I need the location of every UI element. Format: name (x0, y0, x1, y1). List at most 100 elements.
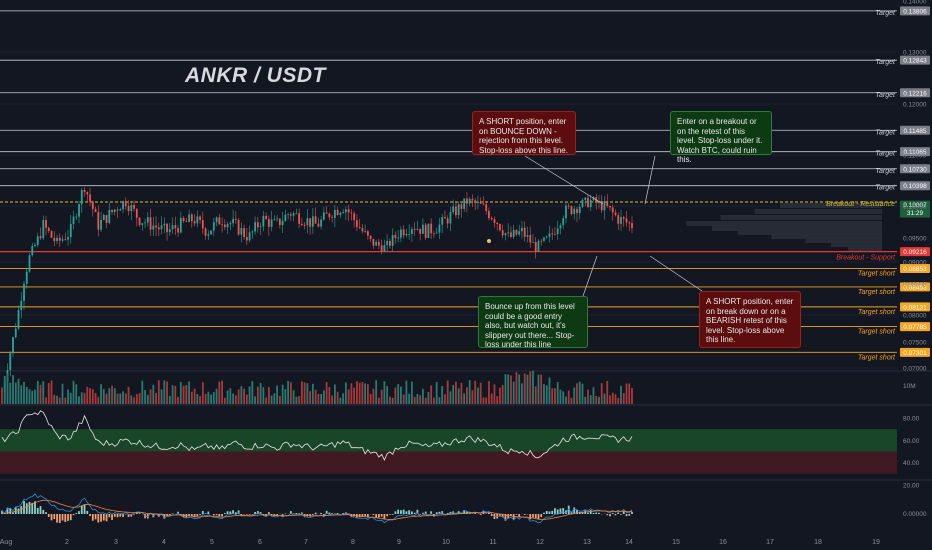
volume-bar (570, 397, 573, 404)
candle-body (413, 229, 416, 230)
macd-hist-bar (14, 507, 17, 514)
macd-hist-bar (31, 502, 34, 514)
volume-bar (166, 381, 168, 404)
macd-hist-bar (394, 511, 397, 514)
volume-bar (576, 383, 578, 404)
candle-body (540, 240, 543, 242)
macd-hist-bar (620, 514, 622, 515)
candle-body (567, 205, 570, 207)
macd-hist-bar (565, 510, 567, 514)
volume-bar (149, 389, 152, 404)
volume-bar (314, 389, 317, 404)
macd-hist-bar (595, 512, 598, 514)
macd-hist-bar (534, 514, 537, 519)
volume-bar (281, 384, 284, 404)
candle-body (157, 227, 160, 230)
candle-body (581, 199, 584, 207)
volume-bar (350, 383, 353, 404)
candle-body (397, 237, 400, 239)
macd-hist-bar (229, 511, 232, 514)
candle-body (28, 255, 31, 272)
candle-body (108, 209, 111, 223)
macd-hist-bar (331, 513, 334, 514)
volume-pane: 10M (1, 370, 916, 404)
volume-bar (146, 394, 149, 404)
macd-hist-bar (1, 510, 3, 514)
candle-body (53, 237, 56, 242)
candle-body (474, 200, 477, 204)
level-label: Target (875, 185, 896, 192)
candle-body (592, 197, 595, 201)
volume-tick-label: 10M (903, 383, 916, 390)
candle-body (463, 198, 466, 209)
macd-hist-bar (457, 511, 460, 514)
volume-bar (394, 387, 397, 404)
candle-body (116, 209, 119, 211)
macd-hist-bar (89, 514, 91, 517)
macd-hist-bar (42, 509, 45, 514)
volume-bar (207, 391, 210, 404)
candle-body (372, 238, 375, 246)
candle-body (620, 217, 622, 224)
candle-body (245, 237, 248, 241)
volume-bar (518, 374, 521, 404)
candle-body (182, 217, 185, 222)
volume-bar (17, 378, 20, 404)
macd-hist-bar (248, 514, 251, 515)
level-price-tag (900, 181, 930, 191)
macd-hist-bar (193, 514, 196, 518)
macd-hist-bar (179, 514, 182, 515)
candle-body (163, 223, 166, 226)
level-price-tag (900, 263, 930, 273)
volume-bar (278, 395, 281, 404)
volume-bar (490, 393, 493, 404)
macd-hist-bar (405, 511, 408, 514)
macd-hist-bar (617, 512, 620, 514)
candle-body (551, 233, 554, 235)
note-short-breakdown: A SHORT position, enter on break down or… (699, 291, 801, 348)
candle-body (532, 242, 534, 243)
candle-body (369, 235, 372, 239)
candle-body (477, 201, 479, 204)
price-tick-label: 0.12000 (903, 102, 927, 109)
volume-bar (6, 373, 9, 404)
candle-body (556, 228, 559, 235)
candle-body (534, 242, 537, 252)
volume-bar (402, 394, 405, 404)
volume-bar (355, 381, 358, 404)
candle-body (111, 209, 113, 213)
candle-body (50, 231, 53, 238)
volume-bar (86, 386, 89, 404)
candle-body (333, 209, 336, 218)
level-label: Target (875, 92, 896, 99)
macd-hist-bar (507, 514, 510, 519)
candle-body (72, 216, 75, 224)
volume-bar (245, 394, 248, 404)
macd-hist-bar (438, 511, 441, 514)
volume-bar (493, 384, 496, 404)
time-tick-label: 19 (872, 539, 880, 546)
macd-hist-bar (83, 504, 86, 514)
volume-bar (474, 380, 477, 404)
level-price-label: 0.13806 (903, 8, 927, 15)
volume-profile-bar (754, 209, 882, 214)
volume-bar (199, 396, 201, 404)
macd-hist-bar (543, 512, 545, 514)
volume-bar (441, 385, 444, 404)
candle-body (215, 217, 218, 223)
macd-hist-bar (581, 511, 584, 514)
macd-hist-bar (25, 503, 28, 514)
macd-hist-bar (34, 501, 36, 514)
volume-bar (534, 386, 537, 404)
candle-body (565, 205, 567, 219)
candle-body (152, 225, 155, 230)
level-price-tag (900, 88, 930, 98)
volume-bar (573, 387, 576, 404)
candle-body (177, 228, 179, 233)
volume-bar (408, 393, 411, 404)
volume-bar (521, 383, 523, 404)
candle-body (526, 235, 529, 237)
candle-body (223, 224, 226, 228)
volume-bar (133, 397, 135, 404)
macd-hist-bar (113, 514, 116, 517)
